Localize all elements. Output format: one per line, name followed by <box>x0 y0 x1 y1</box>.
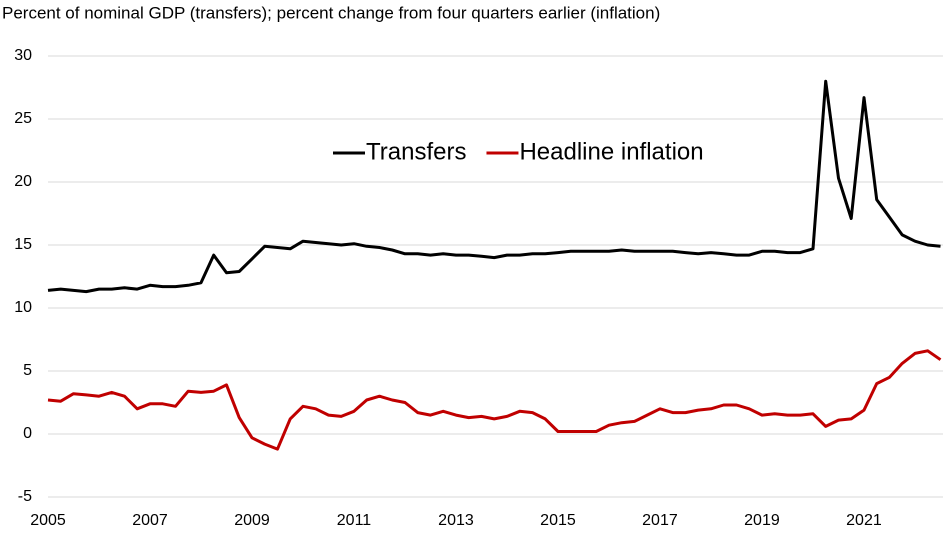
chart-subtitle: Percent of nominal GDP (transfers); perc… <box>2 3 660 22</box>
x-tick-label: 2021 <box>846 512 882 529</box>
legend-label: Headline inflation <box>519 138 703 165</box>
y-tick-label: -5 <box>18 488 32 505</box>
x-tick-label: 2011 <box>337 512 372 529</box>
y-tick-label: 30 <box>14 47 32 64</box>
x-tick-label: 2009 <box>234 512 270 529</box>
y-tick-label: 0 <box>23 425 32 442</box>
x-tick-label: 2015 <box>540 512 576 529</box>
line-series <box>47 79 941 294</box>
x-tick-label: 2007 <box>132 512 168 529</box>
y-tick-label: 20 <box>14 173 32 190</box>
x-tick-label: 2017 <box>642 512 678 529</box>
x-tick-label: 2005 <box>30 512 66 529</box>
x-tick-label: 2013 <box>438 512 474 529</box>
y-tick-label: 25 <box>14 110 32 127</box>
x-tick-label: 2019 <box>744 512 780 529</box>
line-series <box>47 349 942 451</box>
y-tick-label: 15 <box>14 236 32 253</box>
y-tick-label: 10 <box>14 299 32 316</box>
y-tick-label: 5 <box>23 362 32 379</box>
legend-label: Transfers <box>366 138 466 165</box>
